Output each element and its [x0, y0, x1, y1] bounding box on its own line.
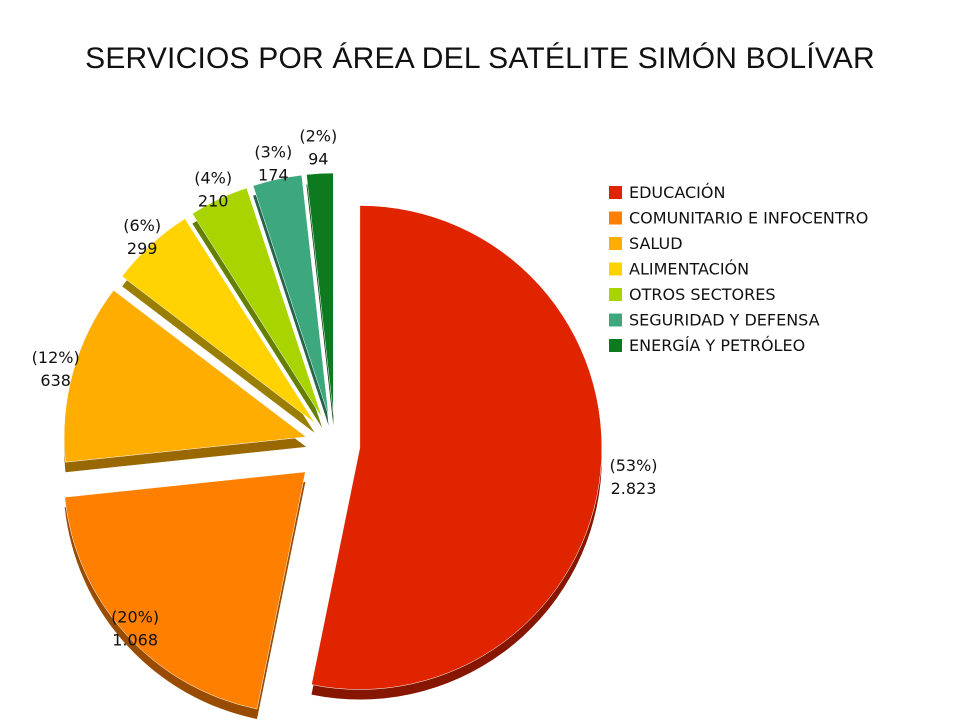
- pie-slice: [192, 187, 323, 419]
- legend-swatch: [609, 237, 622, 250]
- slice-percent-label: (12%): [32, 348, 80, 367]
- slice-percent-label: (3%): [254, 143, 292, 162]
- pie-slice: [311, 205, 603, 690]
- legend-label: ALIMENTACIÓN: [629, 260, 749, 279]
- slice-value-label: 299: [127, 239, 158, 258]
- slice-percent-label: (2%): [299, 127, 337, 146]
- pie-slice: [306, 172, 334, 416]
- legend-label: EDUCACIÓN: [629, 183, 725, 202]
- legend-swatch: [609, 262, 622, 276]
- legend-swatch: [609, 211, 622, 225]
- slice-percent-label: (6%): [123, 216, 161, 235]
- pie-slice: [63, 289, 307, 463]
- slice-value-label: 1.068: [112, 631, 158, 650]
- slice-percent-label: (53%): [609, 456, 657, 475]
- pie-slice: [64, 471, 306, 710]
- legend-label: SALUD: [629, 234, 683, 253]
- slice-percent-label: (20%): [111, 608, 159, 627]
- slice-value-label: 94: [308, 150, 328, 169]
- slice-percent-label: (4%): [194, 168, 232, 187]
- pie-slice-depth: [253, 185, 329, 426]
- legend-swatch: [609, 339, 622, 352]
- chart-title: SERVICIOS POR ÁREA DEL SATÉLITE SIMÓN BO…: [85, 42, 875, 75]
- legend-swatch: [609, 186, 622, 199]
- pie-slices: [63, 172, 603, 710]
- legend-label: OTROS SECTORES: [629, 285, 776, 304]
- legend-swatch: [609, 288, 622, 301]
- legend-label: ENERGÍA Y PETRÓLEO: [629, 336, 805, 355]
- pie-slice: [252, 174, 329, 416]
- legend-label: SEGURIDAD Y DEFENSA: [629, 311, 820, 330]
- pie-slice: [121, 218, 315, 424]
- slice-value-label: 638: [40, 371, 71, 390]
- slice-value-label: 2.823: [611, 479, 657, 498]
- slice-value-label: 174: [258, 166, 289, 185]
- legend: EDUCACIÓN COMUNITARIO E INFOCENTRO SALUD AL…: [609, 183, 868, 355]
- legend-label: COMUNITARIO E INFOCENTRO: [629, 209, 868, 228]
- slice-value-label: 210: [198, 191, 229, 210]
- pie-labels: (53%) 2.823 (20%) 1.068 (12%) 638 (6%) 299 (4%) 2…: [32, 127, 658, 650]
- legend-swatch: [609, 313, 622, 327]
